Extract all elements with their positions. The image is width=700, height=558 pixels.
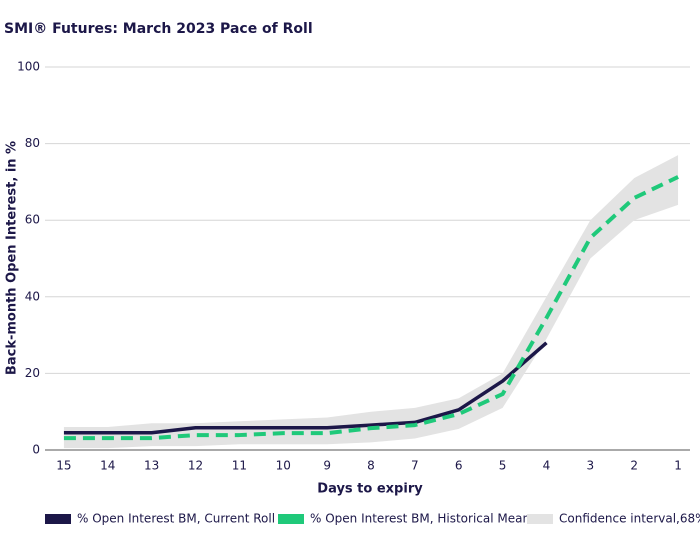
series-line (63, 341, 548, 435)
x-tick-label: 13 (144, 459, 159, 473)
x-tick-label: 10 (276, 459, 291, 473)
y-tick-label: 100 (17, 60, 40, 74)
x-tick-label: 14 (100, 459, 115, 473)
y-tick-label: 0 (32, 443, 40, 457)
x-tick-label: 11 (232, 459, 247, 473)
x-tick-label: 5 (499, 459, 507, 473)
legend-label: % Open Interest BM, Historical Mean (310, 512, 530, 526)
legend-label: % Open Interest BM, Current Roll (77, 512, 275, 526)
confidence-band (63, 155, 679, 449)
x-tick-label: 7 (411, 459, 419, 473)
x-tick-label: 8 (367, 459, 375, 473)
chart-title: SMI® Futures: March 2023 Pace of Roll (4, 21, 313, 37)
y-tick-label: 60 (25, 213, 40, 227)
series-line (63, 175, 679, 441)
y-axis-title: Back-month Open Interest, in % (5, 141, 20, 375)
legend-swatch (45, 514, 71, 524)
legend-swatch (527, 514, 553, 524)
x-tick-label: 9 (323, 459, 331, 473)
x-axis-title: Days to expiry (317, 482, 423, 497)
x-tick-label: 12 (188, 459, 203, 473)
y-tick-label: 40 (25, 289, 40, 303)
y-tick-label: 80 (25, 136, 40, 150)
legend-swatch (278, 514, 304, 524)
x-tick-label: 3 (587, 459, 595, 473)
y-tick-label: 20 (25, 366, 40, 380)
x-tick-label: 6 (455, 459, 463, 473)
legend-label: Confidence interval,68% (559, 512, 700, 526)
x-tick-label: 2 (630, 459, 638, 473)
x-tick-label: 15 (56, 459, 71, 473)
x-tick-label: 1 (674, 459, 682, 473)
x-tick-label: 4 (543, 459, 551, 473)
